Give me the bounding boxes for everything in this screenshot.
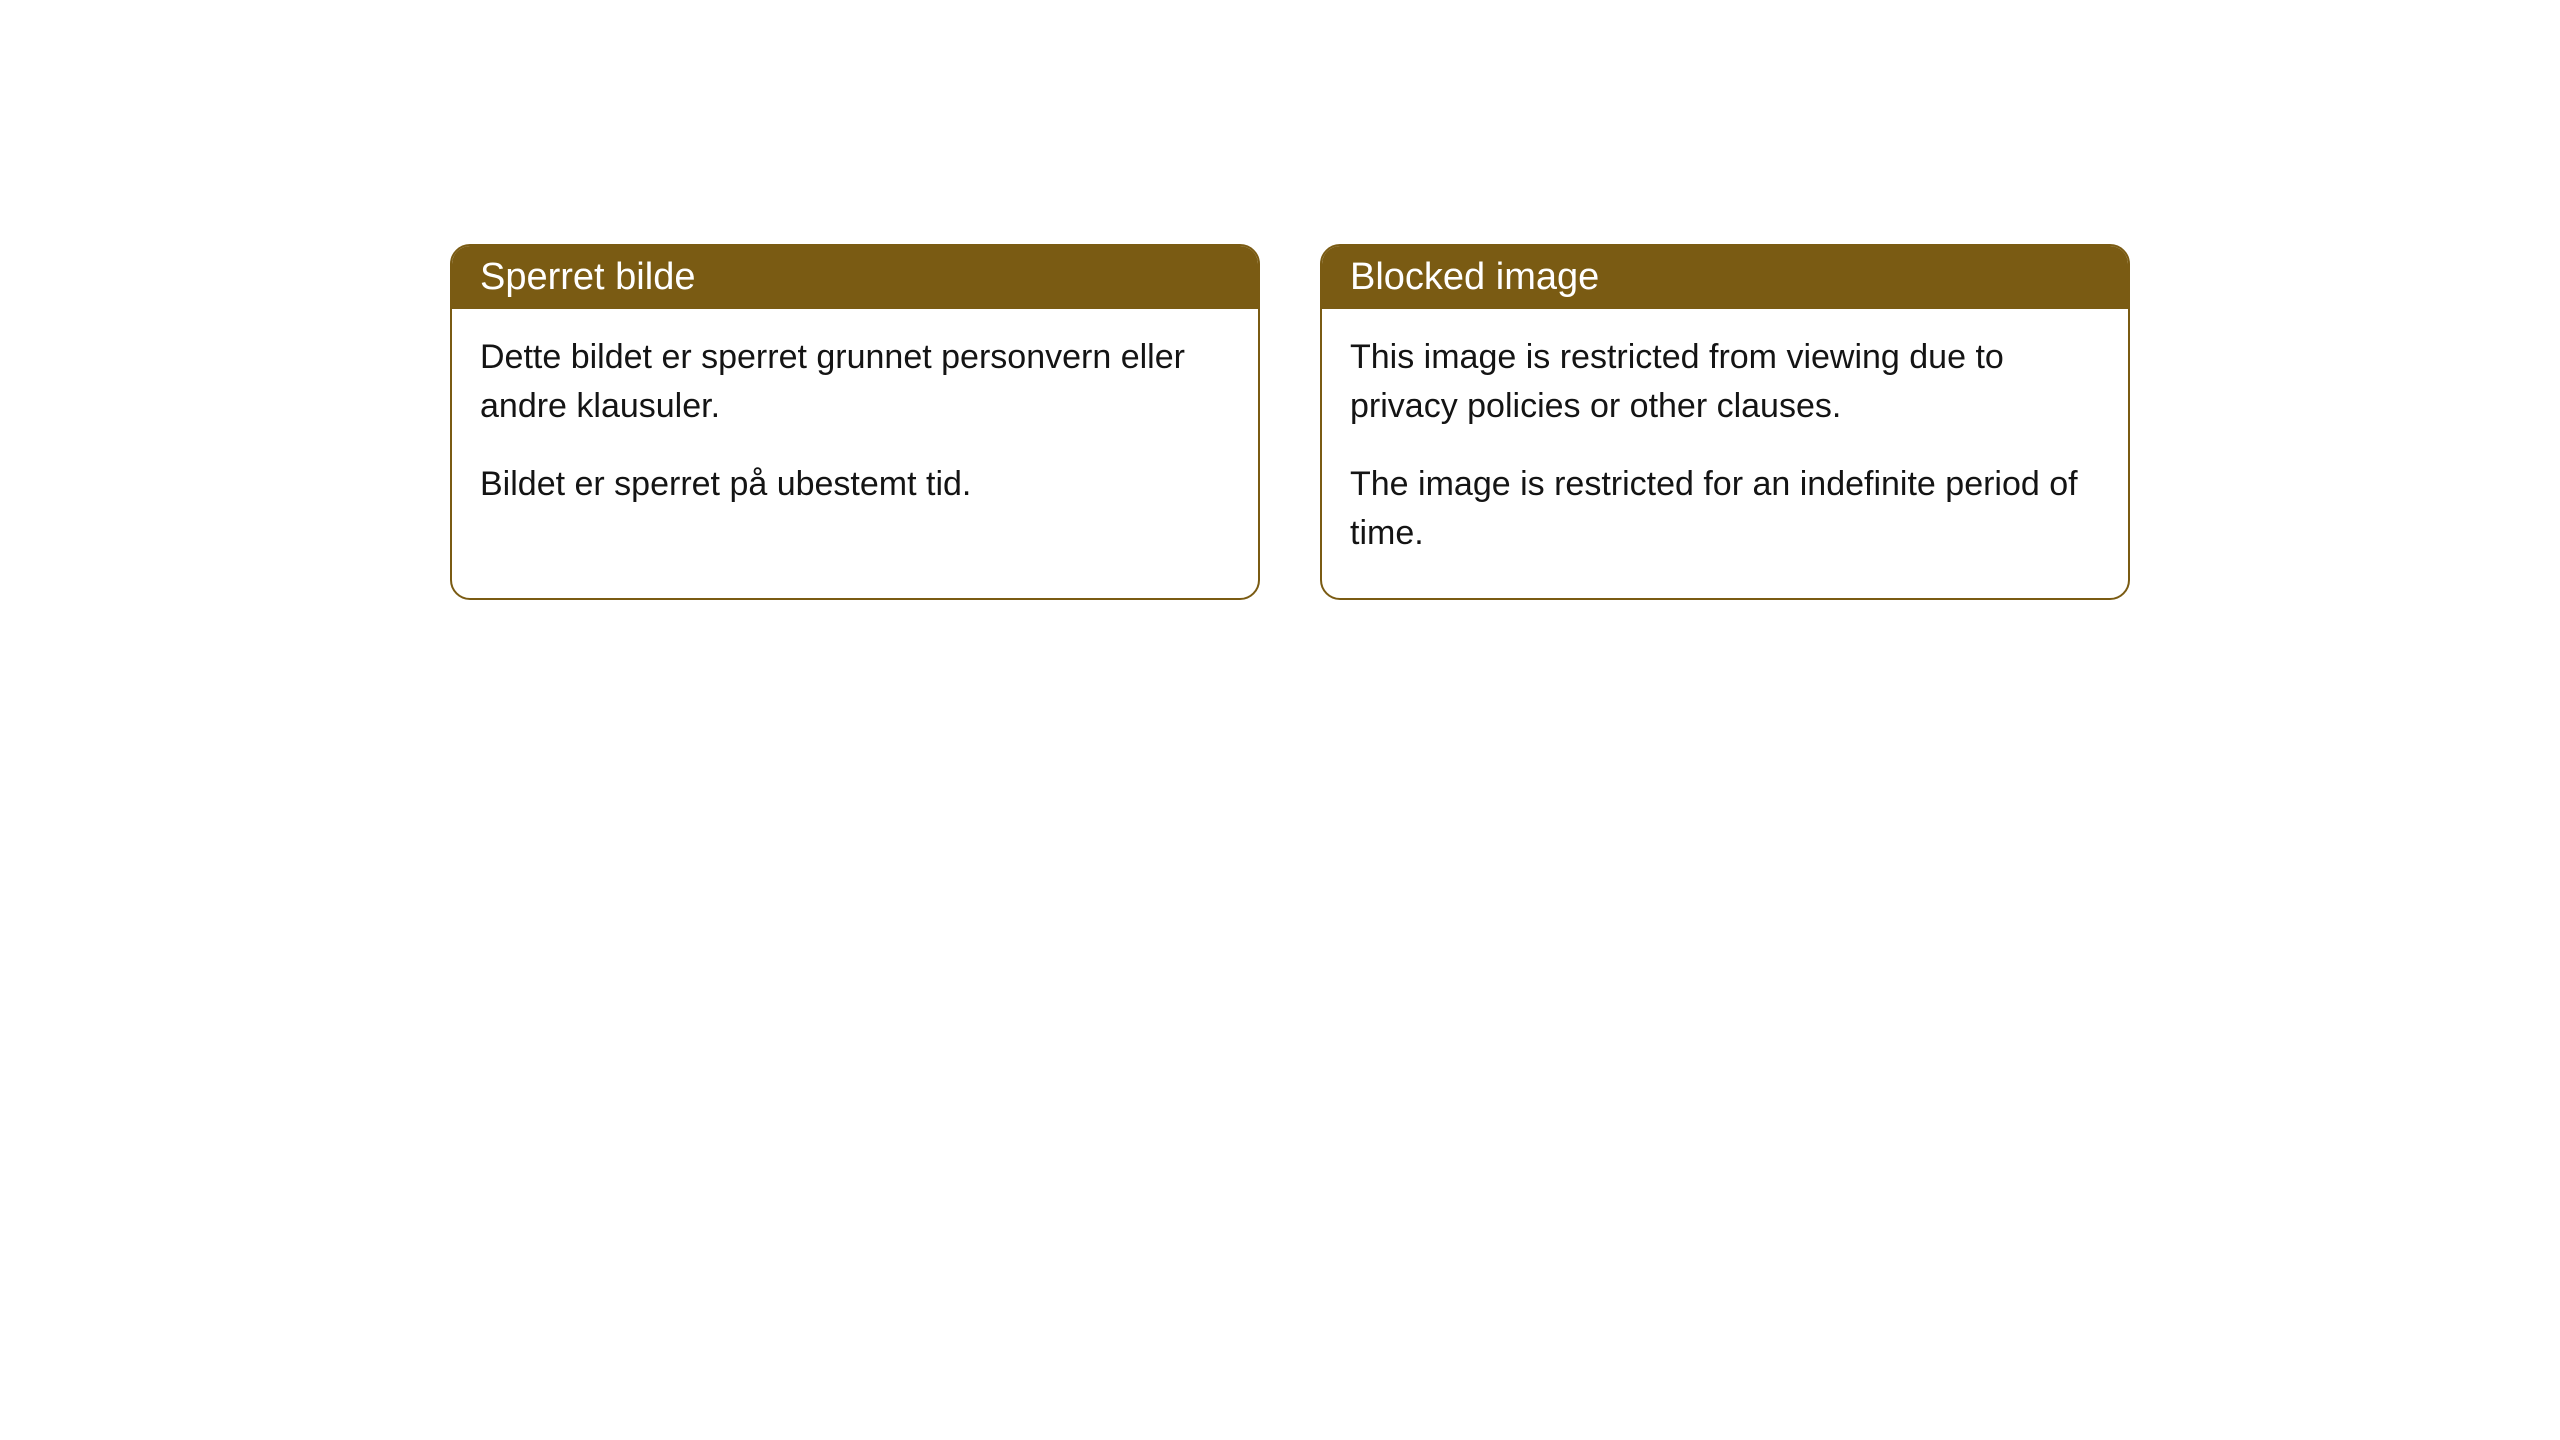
notice-card-english: Blocked image This image is restricted f… [1320,244,2130,600]
notice-cards-container: Sperret bilde Dette bildet er sperret gr… [450,244,2130,600]
card-header: Blocked image [1322,246,2128,309]
card-title: Blocked image [1350,256,1599,298]
card-body: Dette bildet er sperret grunnet personve… [452,309,1258,549]
card-paragraph: The image is restricted for an indefinit… [1350,460,2100,559]
card-header: Sperret bilde [452,246,1258,309]
card-body: This image is restricted from viewing du… [1322,309,2128,598]
card-paragraph: Bildet er sperret på ubestemt tid. [480,460,1230,509]
card-paragraph: Dette bildet er sperret grunnet personve… [480,333,1230,432]
card-title: Sperret bilde [480,256,695,298]
card-paragraph: This image is restricted from viewing du… [1350,333,2100,432]
notice-card-norwegian: Sperret bilde Dette bildet er sperret gr… [450,244,1260,600]
